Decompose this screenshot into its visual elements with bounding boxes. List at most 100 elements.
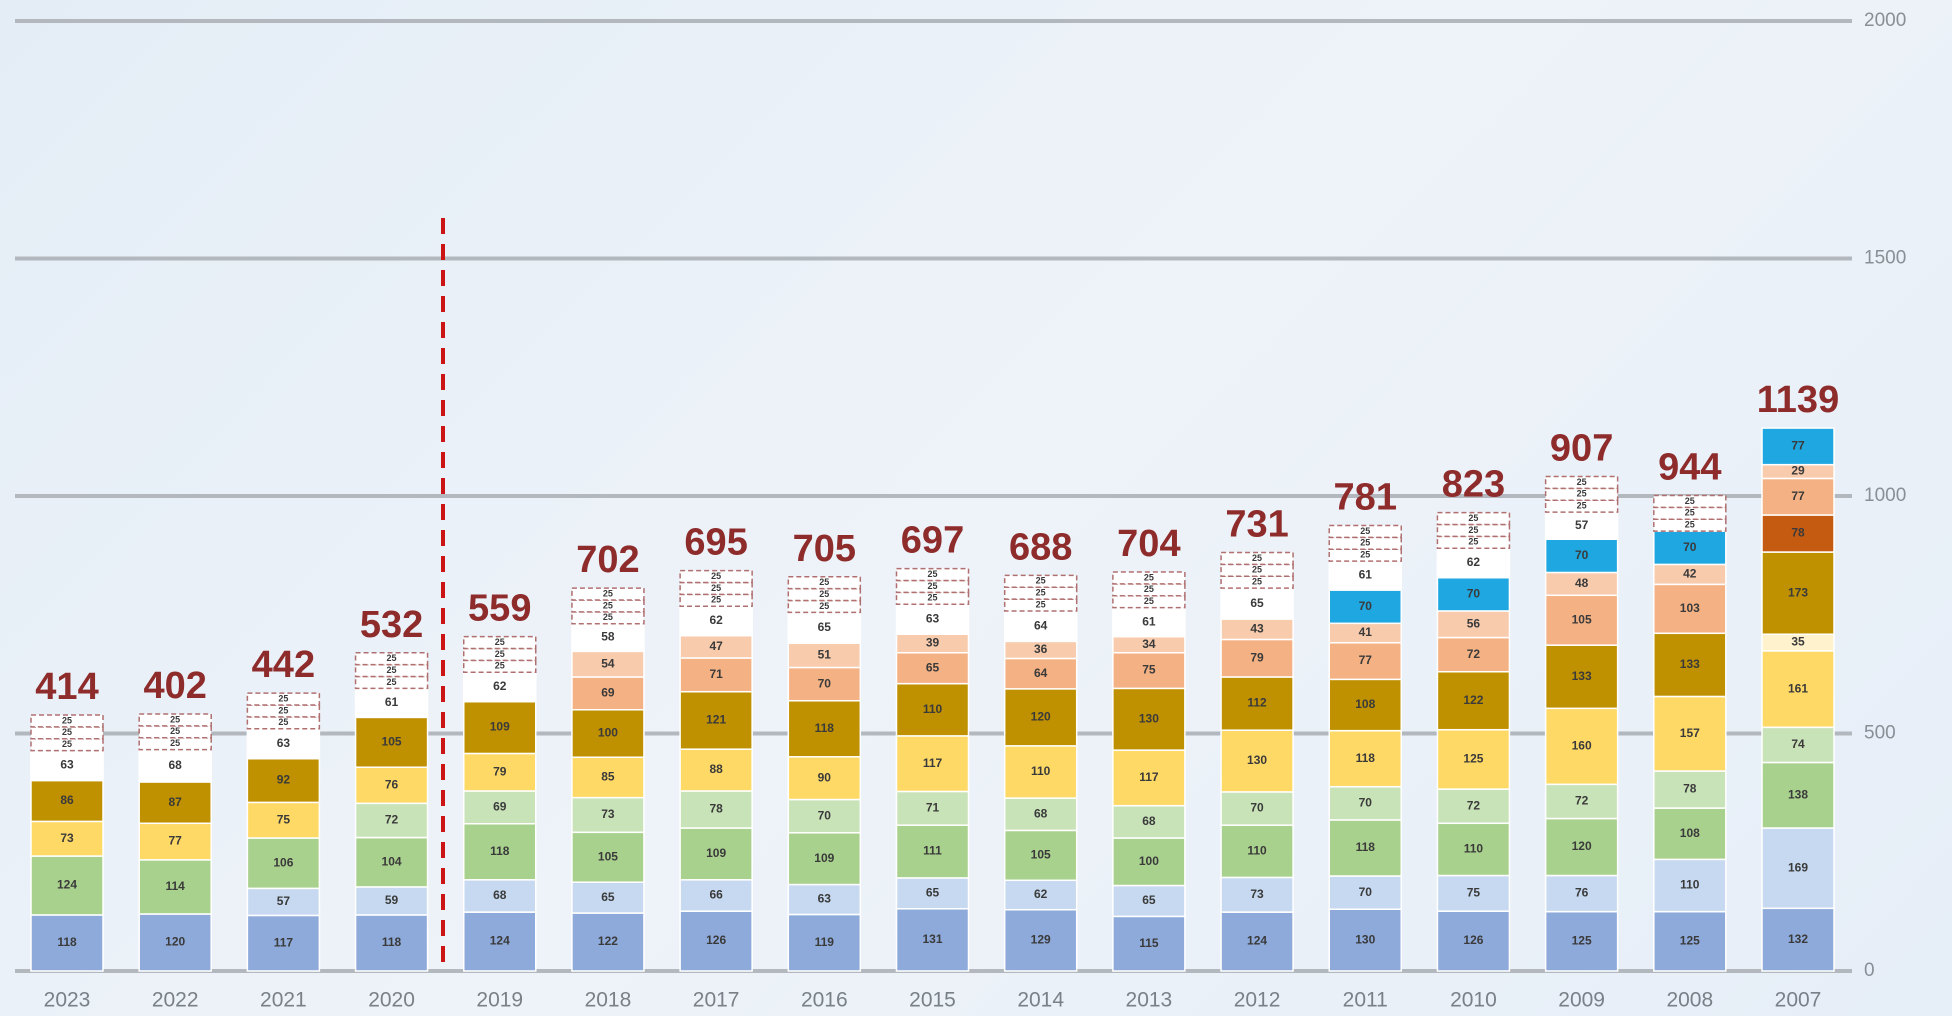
y-tick-label: 1000: [1864, 485, 1906, 506]
segment-label: 25: [1577, 489, 1587, 499]
segment-label: 25: [1468, 513, 1478, 523]
bar-segment: [679, 879, 753, 912]
y-tick-label: 500: [1864, 723, 1896, 744]
segment-label: 25: [495, 649, 505, 659]
bar-segment: [1436, 610, 1511, 639]
segment-label: 112: [1247, 696, 1267, 710]
segment-label: 64: [1034, 618, 1048, 632]
segment-label: 66: [709, 888, 723, 902]
segment-label: 79: [493, 764, 507, 778]
bar-segment: [1761, 477, 1835, 516]
bar-segment: [1436, 728, 1511, 790]
bar-segment: [1003, 797, 1078, 832]
segment-label: 100: [1139, 854, 1159, 868]
bar-segment: [1112, 804, 1186, 839]
segment-label: 70: [1250, 801, 1264, 815]
segment-label: 115: [1139, 936, 1159, 950]
segment-label: 118: [382, 935, 402, 949]
bar-segment: [895, 682, 970, 737]
bar-segment: [787, 642, 862, 669]
bar-segment: [1220, 551, 1294, 566]
bar-segment: [138, 822, 212, 861]
bar-segment: [246, 887, 321, 917]
bar-segment: [787, 913, 862, 972]
total-label: 781: [1334, 476, 1397, 518]
segment-label: 48: [1575, 576, 1589, 590]
bar-segment: [30, 855, 104, 916]
bar-segment: [1653, 530, 1727, 566]
bar-segment: [1653, 910, 1727, 972]
bar-segment: [1544, 475, 1619, 490]
bar-segment: [1544, 511, 1619, 540]
bar-segment: [1220, 587, 1294, 620]
segment-label: 77: [1791, 439, 1805, 453]
bar-segment: [895, 603, 970, 635]
segment-label: 129: [1031, 933, 1051, 947]
segment-label: 70: [1683, 540, 1697, 554]
bar-segment: [1328, 875, 1402, 910]
segment-label: 125: [1463, 752, 1483, 766]
bar-segment: [1761, 650, 1835, 729]
bar-segment: [571, 676, 645, 711]
segment-label: 125: [1680, 933, 1700, 947]
segment-label: 126: [706, 933, 726, 947]
segment-label: 173: [1788, 585, 1808, 599]
x-tick-label: 2014: [1017, 989, 1064, 1012]
segment-label: 70: [1359, 599, 1373, 613]
segment-label: 110: [1247, 843, 1267, 857]
bar-segment: [895, 567, 970, 582]
bar-segment: [354, 886, 429, 916]
bar-segment: [787, 798, 862, 834]
segment-label: 69: [601, 686, 615, 700]
bar-segment: [1544, 707, 1619, 786]
bar-segment: [1328, 819, 1402, 877]
total-label: 907: [1550, 428, 1613, 470]
segment-label: 43: [1250, 621, 1264, 635]
bar-segment: [246, 837, 321, 890]
segment-label: 169: [1788, 860, 1808, 874]
bar-segment: [138, 713, 212, 727]
x-tick-label: 2021: [260, 989, 307, 1012]
segment-label: 61: [1142, 614, 1156, 628]
segment-label: 61: [385, 695, 399, 709]
bar-segment: [679, 690, 753, 750]
y-tick-label: 2000: [1864, 10, 1906, 31]
bar-segment: [787, 611, 862, 644]
segment-label: 63: [277, 736, 291, 750]
bar-segment: [1112, 749, 1186, 807]
segment-label: 62: [709, 613, 723, 627]
segment-label: 103: [1680, 601, 1700, 615]
bar-segment: [1328, 560, 1402, 591]
segment-label: 25: [711, 583, 721, 593]
bar-segment: [679, 605, 753, 637]
bar-segment: [1653, 494, 1727, 509]
segment-label: 25: [819, 601, 829, 611]
segment-label: 77: [169, 834, 183, 848]
total-label: 414: [35, 666, 98, 708]
x-tick-label: 2010: [1450, 989, 1497, 1012]
segment-label: 25: [1252, 553, 1262, 563]
segment-label: 25: [819, 577, 829, 587]
segment-label: 25: [1252, 577, 1262, 587]
segment-label: 92: [277, 773, 291, 787]
bar-segment: [1653, 632, 1727, 698]
bar-segment: [1761, 827, 1835, 910]
segment-label: 25: [278, 717, 288, 727]
segment-label: 71: [926, 800, 940, 814]
bar-segment: [1112, 606, 1186, 638]
bar-segment: [787, 699, 862, 758]
bar-segment: [1436, 671, 1511, 731]
bar-segment: [138, 781, 212, 825]
bar-segment: [463, 879, 537, 913]
bar-segment: [1112, 687, 1186, 751]
total-label: 702: [576, 539, 639, 581]
x-tick-label: 2019: [476, 989, 523, 1012]
segment-label: 114: [166, 879, 186, 893]
segment-label: 36: [1034, 642, 1048, 656]
bar-segment: [1003, 574, 1078, 588]
total-label: 1139: [1757, 379, 1839, 421]
bar-segment: [1220, 824, 1294, 879]
segment-label: 72: [1467, 798, 1481, 812]
segment-label: 64: [1034, 666, 1048, 680]
segment-label: 118: [490, 844, 510, 858]
